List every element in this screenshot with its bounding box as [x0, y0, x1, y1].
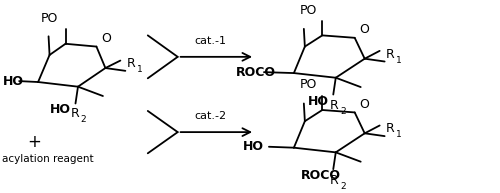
Text: R: R [330, 174, 338, 187]
Text: acylation reagent: acylation reagent [2, 154, 94, 164]
Text: O: O [102, 32, 112, 45]
Text: 2: 2 [340, 182, 346, 191]
Text: R: R [386, 122, 394, 135]
Text: ROCO: ROCO [302, 169, 342, 182]
Text: PO: PO [300, 4, 318, 17]
Text: R: R [386, 47, 394, 61]
Text: O: O [360, 98, 370, 111]
Text: +: + [28, 133, 42, 151]
Text: cat.-1: cat.-1 [194, 36, 226, 46]
Text: HO: HO [50, 102, 70, 116]
Text: 1: 1 [137, 65, 142, 74]
Text: HO: HO [308, 95, 330, 108]
Text: HO: HO [3, 74, 24, 88]
Text: HO: HO [242, 141, 264, 153]
Text: cat.-2: cat.-2 [194, 111, 226, 121]
Text: ROCO: ROCO [236, 66, 276, 79]
Text: 2: 2 [340, 107, 346, 116]
Text: R: R [330, 99, 338, 112]
Text: R: R [126, 57, 135, 70]
Text: O: O [360, 23, 370, 36]
Text: R: R [70, 107, 79, 120]
Text: PO: PO [41, 12, 58, 25]
Text: 1: 1 [396, 56, 402, 65]
Text: PO: PO [300, 78, 318, 91]
Text: 1: 1 [396, 130, 402, 139]
Text: 2: 2 [80, 115, 86, 124]
